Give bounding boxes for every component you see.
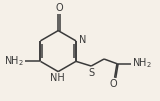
Text: S: S: [89, 68, 95, 78]
Text: NH$_2$: NH$_2$: [132, 56, 152, 70]
Text: NH: NH: [50, 73, 65, 83]
Text: O: O: [109, 79, 117, 89]
Text: N: N: [79, 35, 86, 45]
Text: NH$_2$: NH$_2$: [4, 54, 24, 68]
Text: O: O: [56, 3, 63, 13]
